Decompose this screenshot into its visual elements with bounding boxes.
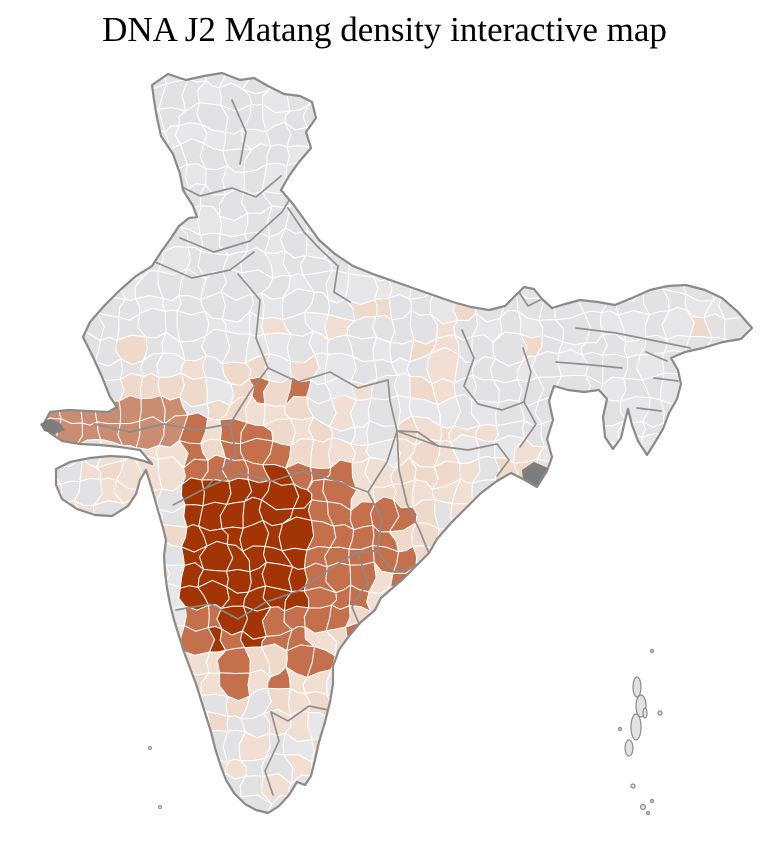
country-outline [42,71,754,815]
andaman-nicobar-islands[interactable] [617,648,663,816]
no-data-water-patches [522,462,556,498]
page-title: DNA J2 Matang density interactive map [102,10,667,49]
lakshadweep-islands[interactable] [148,746,162,809]
